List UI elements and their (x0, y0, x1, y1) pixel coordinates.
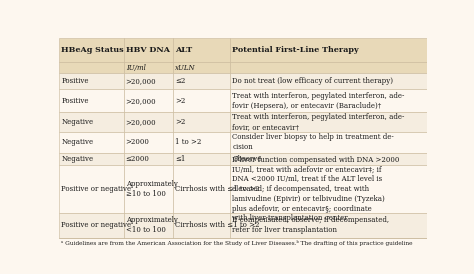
FancyBboxPatch shape (173, 89, 230, 112)
FancyBboxPatch shape (124, 153, 173, 165)
FancyBboxPatch shape (173, 112, 230, 132)
FancyBboxPatch shape (173, 38, 230, 62)
FancyBboxPatch shape (59, 153, 124, 165)
Text: Positive or negative: Positive or negative (62, 221, 132, 229)
FancyBboxPatch shape (59, 73, 124, 89)
FancyBboxPatch shape (124, 213, 173, 238)
FancyBboxPatch shape (59, 165, 124, 213)
FancyBboxPatch shape (230, 153, 427, 165)
Text: HBeAg Status: HBeAg Status (62, 46, 124, 54)
FancyBboxPatch shape (230, 165, 427, 213)
FancyBboxPatch shape (173, 213, 230, 238)
Text: >20,000: >20,000 (126, 77, 156, 85)
Text: Positive: Positive (62, 77, 89, 85)
Text: ≤1: ≤1 (175, 155, 186, 163)
FancyBboxPatch shape (173, 73, 230, 89)
FancyBboxPatch shape (230, 62, 427, 73)
Text: IU/ml: IU/ml (126, 64, 146, 72)
Text: Cirrhosis with ≤1 to >2: Cirrhosis with ≤1 to >2 (175, 221, 260, 229)
Text: ≤2000: ≤2000 (126, 155, 150, 163)
Text: >2000: >2000 (126, 138, 150, 146)
FancyBboxPatch shape (59, 112, 124, 132)
FancyBboxPatch shape (173, 165, 230, 213)
FancyBboxPatch shape (124, 62, 173, 73)
FancyBboxPatch shape (59, 213, 124, 238)
Text: Approximately
<10 to 100: Approximately <10 to 100 (126, 216, 178, 234)
FancyBboxPatch shape (124, 38, 173, 62)
Text: Cirrhosis with ≤1 to >2: Cirrhosis with ≤1 to >2 (175, 185, 260, 193)
Text: Negative: Negative (62, 155, 93, 163)
Text: Negative: Negative (62, 118, 93, 126)
Text: Do not treat (low efficacy of current therapy): Do not treat (low efficacy of current th… (232, 77, 393, 85)
Text: Positive: Positive (62, 97, 89, 105)
FancyBboxPatch shape (59, 89, 124, 112)
FancyBboxPatch shape (124, 89, 173, 112)
FancyBboxPatch shape (173, 153, 230, 165)
FancyBboxPatch shape (230, 73, 427, 89)
Text: ALT: ALT (175, 46, 192, 54)
Text: If liver function compensated with DNA >2000
IU/ml, treat with adefovir or entec: If liver function compensated with DNA >… (232, 156, 400, 222)
Text: 1 to >2: 1 to >2 (175, 138, 202, 146)
FancyBboxPatch shape (124, 132, 173, 153)
Text: Observe: Observe (232, 155, 262, 163)
Text: >20,000: >20,000 (126, 97, 156, 105)
Text: Treat with interferon, pegylated interferon, ade-
fovir (Hepsera), or entecavir : Treat with interferon, pegylated interfe… (232, 92, 405, 110)
Text: >2: >2 (175, 118, 186, 126)
FancyBboxPatch shape (59, 132, 124, 153)
FancyBboxPatch shape (173, 132, 230, 153)
Text: ᵃ Guidelines are from the American Association for the Study of Liver Diseases.ᵇ: ᵃ Guidelines are from the American Assoc… (61, 240, 412, 246)
Text: Consider liver biopsy to help in treatment de-
cision: Consider liver biopsy to help in treatme… (232, 133, 394, 151)
Text: Treat with interferon, pegylated interferon, ade-
fovir, or entecavir†: Treat with interferon, pegylated interfe… (232, 113, 405, 131)
Text: >2: >2 (175, 97, 186, 105)
Text: ≤2: ≤2 (175, 77, 186, 85)
FancyBboxPatch shape (230, 38, 427, 62)
FancyBboxPatch shape (59, 38, 124, 62)
FancyBboxPatch shape (124, 165, 173, 213)
Text: Negative: Negative (62, 138, 93, 146)
Text: HBV DNA: HBV DNA (126, 46, 170, 54)
Text: >20,000: >20,000 (126, 118, 156, 126)
FancyBboxPatch shape (59, 62, 124, 73)
Text: If compensated, observe; if decompensated,
refer for liver transplantation: If compensated, observe; if decompensate… (232, 216, 390, 234)
FancyBboxPatch shape (230, 89, 427, 112)
Text: Potential First-Line Therapy: Potential First-Line Therapy (232, 46, 359, 54)
Text: Positive or negative: Positive or negative (62, 185, 132, 193)
FancyBboxPatch shape (124, 112, 173, 132)
FancyBboxPatch shape (230, 112, 427, 132)
Text: xULN: xULN (175, 64, 196, 72)
FancyBboxPatch shape (124, 73, 173, 89)
FancyBboxPatch shape (230, 132, 427, 153)
Text: Approximately
≥10 to 100: Approximately ≥10 to 100 (126, 180, 178, 198)
FancyBboxPatch shape (173, 62, 230, 73)
FancyBboxPatch shape (230, 213, 427, 238)
